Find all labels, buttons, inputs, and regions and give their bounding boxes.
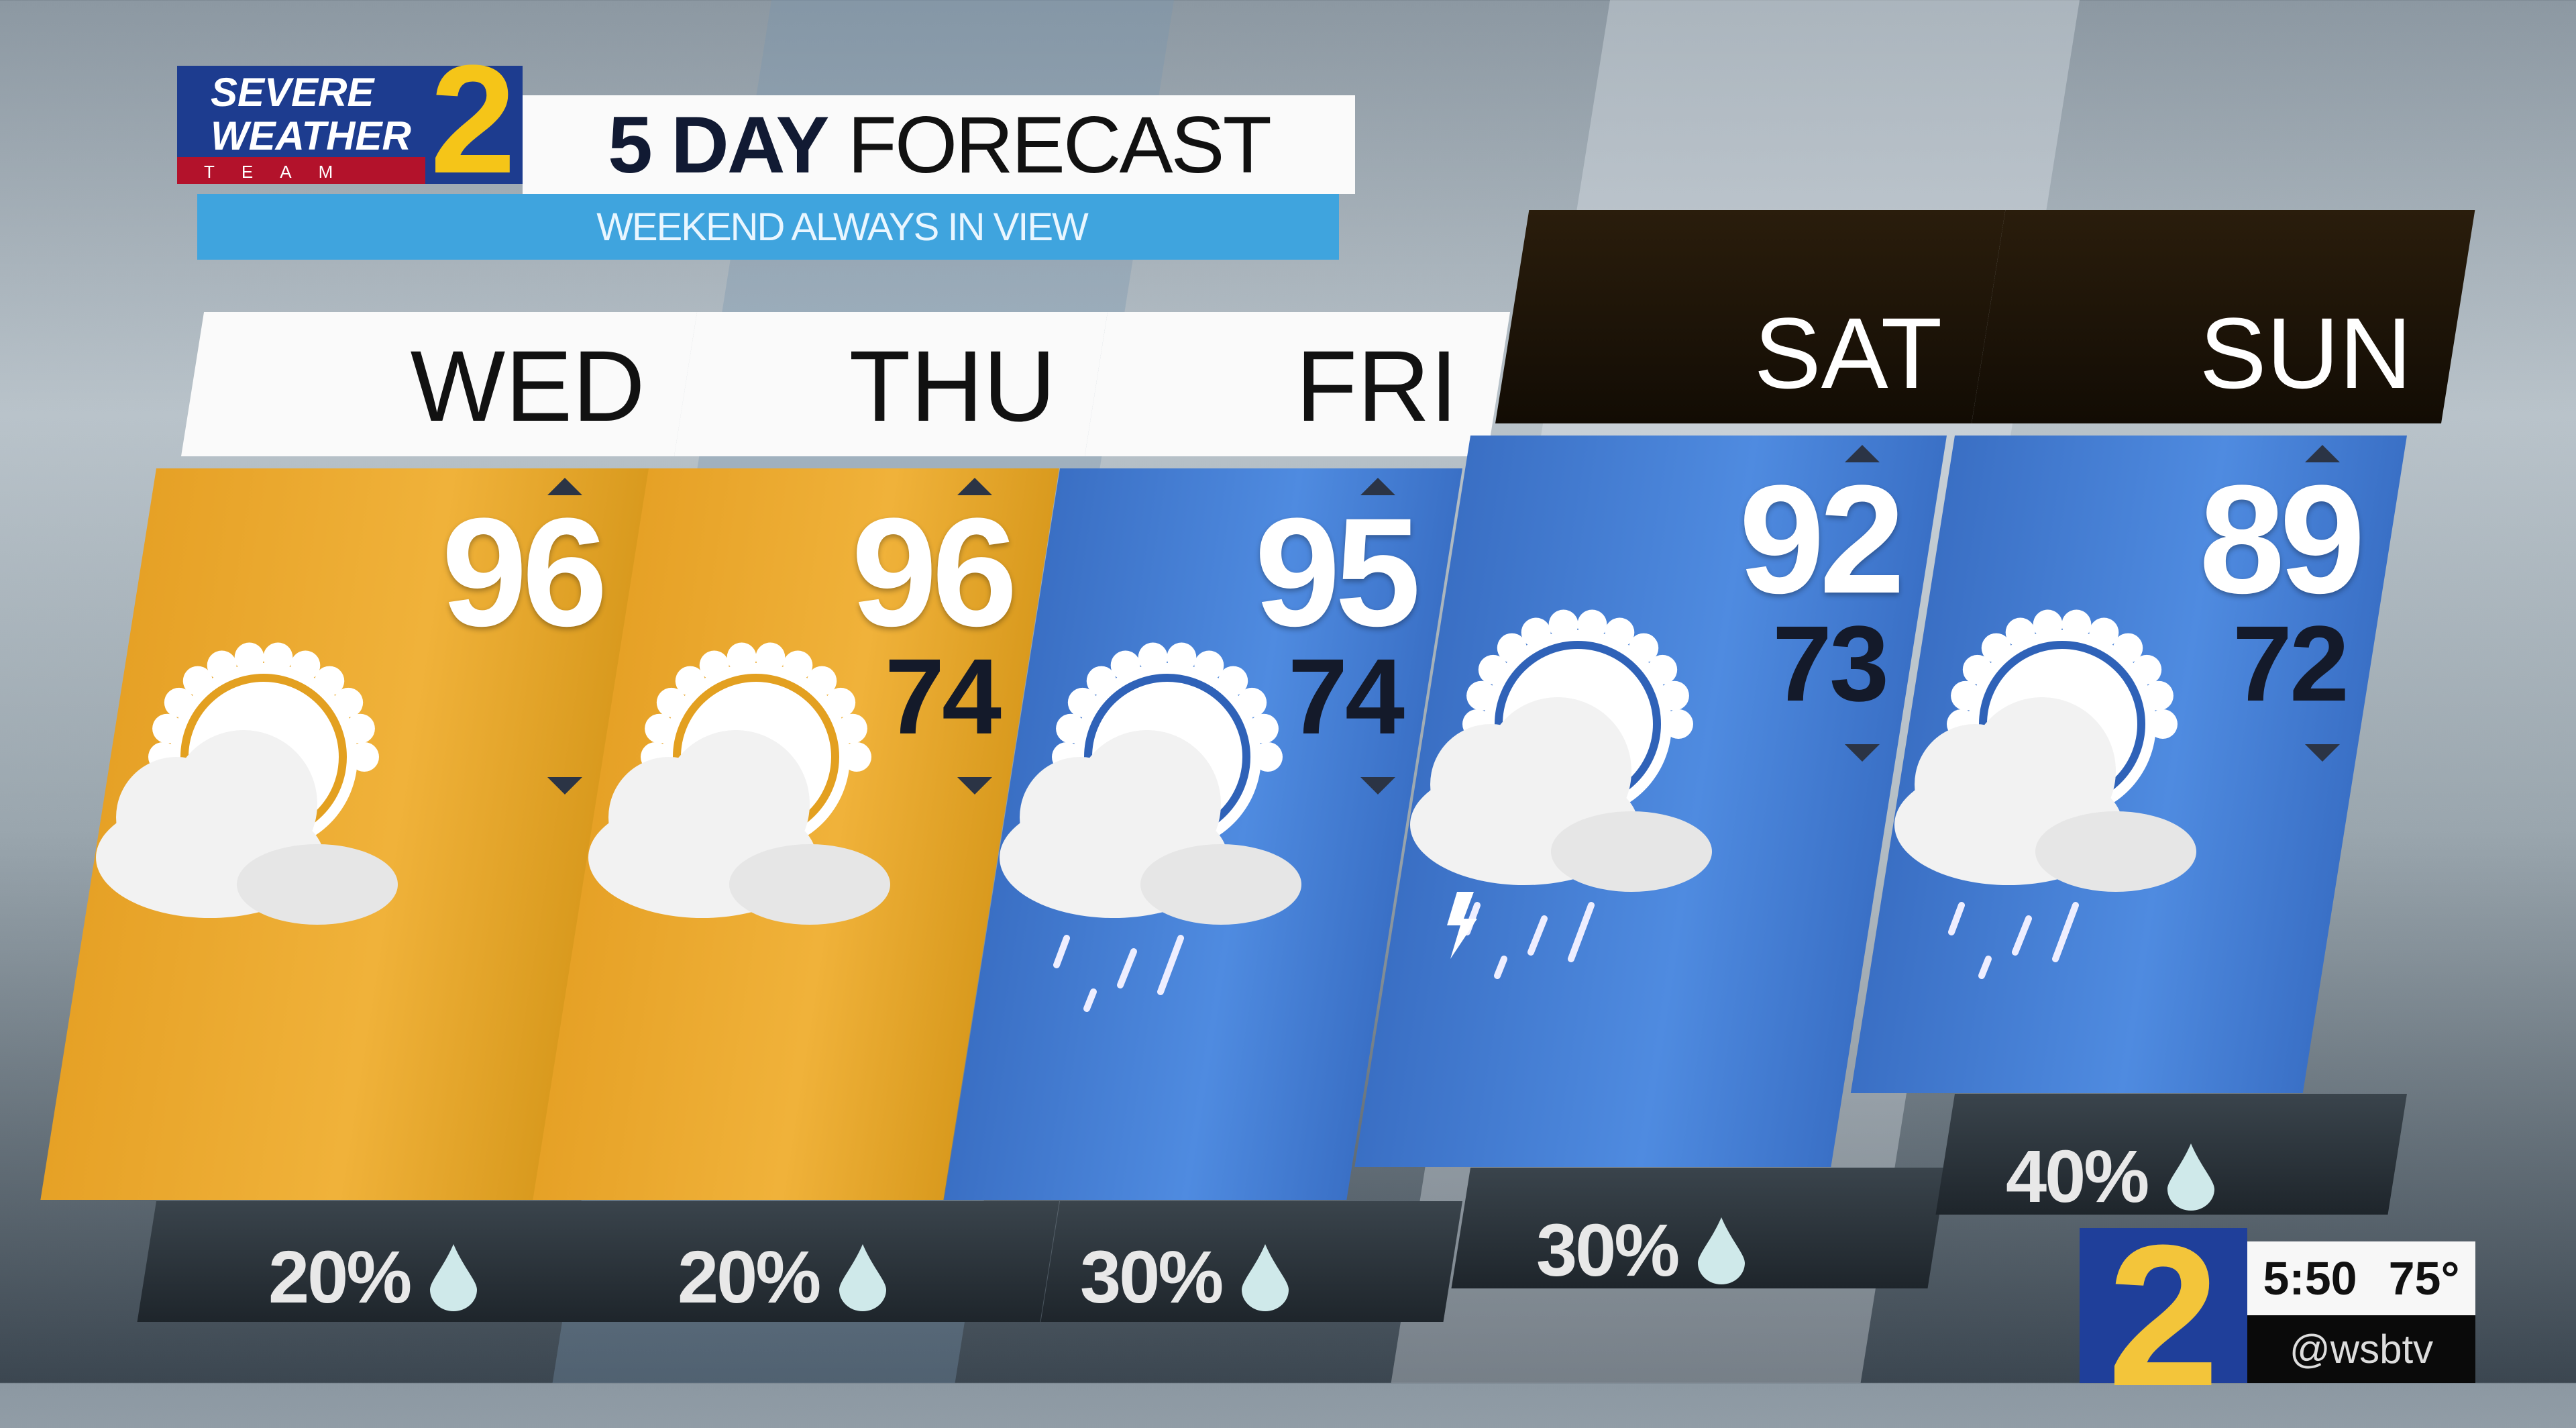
raindrop-icon bbox=[2167, 1143, 2215, 1211]
logo-line1: SEVERE bbox=[211, 70, 374, 115]
raindrop-icon bbox=[1698, 1217, 1746, 1284]
day-header-thu: THU bbox=[674, 312, 1108, 456]
precip-chance: 20% bbox=[268, 1235, 478, 1320]
weather-icon-partly-sunny bbox=[535, 589, 964, 1019]
day-name: WED bbox=[410, 329, 645, 442]
logo-line2: WEATHER bbox=[211, 113, 411, 158]
logo-number: 2 bbox=[430, 33, 516, 205]
precip-chance: 30% bbox=[1080, 1235, 1289, 1320]
day-panel-fri: 95 74 bbox=[944, 468, 1462, 1200]
day-name: THU bbox=[849, 329, 1056, 442]
weather-icon-partly-sunny-showers bbox=[946, 589, 1375, 1019]
day-header-fri: FRI bbox=[1085, 312, 1511, 456]
day-header-wed: WED bbox=[181, 312, 698, 456]
cloud-icon bbox=[1894, 697, 2196, 892]
day-name: SAT bbox=[1754, 297, 1943, 409]
day-header-sun: SUN bbox=[1972, 210, 2475, 423]
cloud-icon bbox=[1000, 730, 1301, 925]
precip-chance: 30% bbox=[1536, 1208, 1746, 1293]
station-bug: 2 5:50 75° @wsbtv bbox=[2080, 1215, 2482, 1416]
precip-value: 20% bbox=[678, 1236, 821, 1319]
raindrop-icon bbox=[839, 1243, 887, 1311]
title-regular: FORECAST bbox=[847, 99, 1272, 190]
precip-value: 20% bbox=[268, 1236, 412, 1319]
low-arrow-icon bbox=[2305, 744, 2340, 762]
cloud-icon bbox=[588, 730, 890, 925]
precip-chance: 40% bbox=[2006, 1134, 2215, 1219]
precip-chance: 20% bbox=[678, 1235, 887, 1320]
subtitle: WEEKEND ALWAYS IN VIEW bbox=[197, 194, 1339, 260]
day-panel-sat: 92 73 bbox=[1354, 436, 1947, 1167]
lightning-icon bbox=[1447, 892, 1477, 959]
precip-value: 30% bbox=[1080, 1236, 1224, 1319]
logo-line3: TEAM bbox=[204, 162, 360, 182]
raindrop-icon bbox=[430, 1243, 478, 1311]
current-temp: 75° bbox=[2388, 1252, 2460, 1305]
precip-value: 40% bbox=[2006, 1135, 2149, 1218]
rain-icon bbox=[1053, 935, 1184, 1012]
title-bold: 5 DAY bbox=[608, 99, 829, 190]
weather-icon-partly-sunny-storms bbox=[1356, 556, 1786, 986]
clock-time: 5:50 bbox=[2263, 1252, 2357, 1305]
weather-icon-partly-sunny bbox=[42, 589, 472, 1019]
day-header-sat: SAT bbox=[1495, 210, 2006, 423]
severe-weather-team-logo: SEVERE WEATHER TEAM 2 bbox=[177, 42, 523, 197]
raindrop-icon bbox=[1242, 1243, 1289, 1311]
page-title: 5 DAY FORECAST bbox=[523, 95, 1355, 194]
day-panel-wed: 96 bbox=[40, 468, 649, 1200]
channel-logo: 2 bbox=[2080, 1215, 2247, 1416]
social-handle: @wsbtv bbox=[2247, 1315, 2475, 1383]
cloud-icon bbox=[1410, 697, 1712, 892]
rain-icon bbox=[1948, 902, 2079, 979]
cloud-icon bbox=[96, 730, 398, 925]
precip-value: 30% bbox=[1536, 1209, 1680, 1292]
day-name: FRI bbox=[1295, 329, 1458, 442]
rain-icon bbox=[1464, 902, 1595, 979]
weather-icon-partly-sunny-showers bbox=[1841, 556, 2270, 986]
day-panel-thu: 96 74 bbox=[533, 468, 1059, 1200]
day-name: SUN bbox=[2199, 297, 2412, 409]
day-panel-sun: 89 72 bbox=[1850, 436, 2407, 1093]
